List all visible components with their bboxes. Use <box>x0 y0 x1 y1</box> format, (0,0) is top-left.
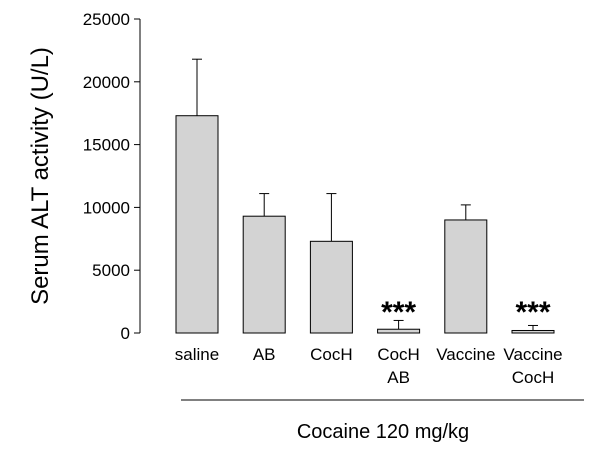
category-label: CocH <box>512 368 555 387</box>
category-label: Vaccine <box>436 345 495 364</box>
category-label: CocH <box>377 345 420 364</box>
bar <box>377 328 421 334</box>
y-tick-label: 10000 <box>83 198 130 217</box>
category-label: saline <box>175 345 219 364</box>
bars-group: *** *** <box>175 58 555 334</box>
y-axis-title: Serum ALT activity (U/L) <box>27 47 54 305</box>
y-tick-label: 25000 <box>83 10 130 29</box>
y-tick-label: 5000 <box>92 261 130 280</box>
category-label: AB <box>387 368 410 387</box>
significance-marker: *** <box>381 296 416 329</box>
y-axis-ticks: 0 5000 10000 15000 20000 25000 <box>83 10 140 343</box>
significance-marker: *** <box>515 296 550 329</box>
bar <box>309 240 353 334</box>
bar <box>175 115 219 334</box>
category-label: AB <box>253 345 276 364</box>
bar <box>242 215 286 334</box>
group-label: Cocaine 120 mg/kg <box>297 421 469 443</box>
category-labels: saline AB CocH CocH AB Vaccine Vaccine CocH <box>175 345 563 387</box>
y-tick-label: 20000 <box>83 73 130 92</box>
bar <box>444 219 488 334</box>
y-tick-label: 0 <box>121 324 130 343</box>
category-label: CocH <box>310 345 353 364</box>
category-label: Vaccine <box>503 345 562 364</box>
bar <box>511 329 555 334</box>
y-tick-label: 15000 <box>83 136 130 155</box>
